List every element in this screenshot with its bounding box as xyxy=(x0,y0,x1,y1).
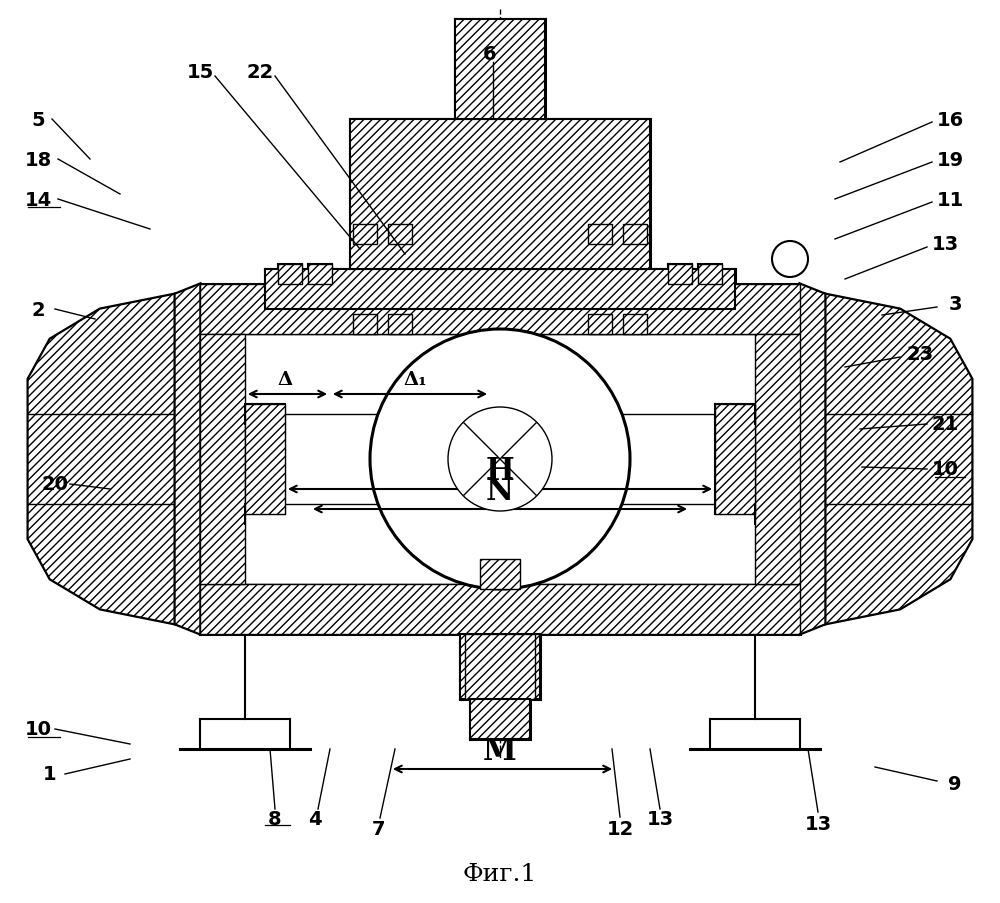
Text: 7: 7 xyxy=(371,820,385,839)
Polygon shape xyxy=(388,225,412,245)
Polygon shape xyxy=(623,225,647,245)
Polygon shape xyxy=(353,225,377,245)
Polygon shape xyxy=(588,314,612,335)
Polygon shape xyxy=(465,634,535,699)
Text: 22: 22 xyxy=(246,62,274,81)
Polygon shape xyxy=(175,284,200,634)
Text: 8: 8 xyxy=(268,810,282,829)
Text: 14: 14 xyxy=(24,191,52,209)
Polygon shape xyxy=(460,634,540,699)
Polygon shape xyxy=(388,314,412,335)
Text: 13: 13 xyxy=(646,810,674,829)
Text: Δ: Δ xyxy=(277,370,293,388)
Polygon shape xyxy=(698,265,722,284)
Polygon shape xyxy=(668,265,692,284)
Text: N: N xyxy=(486,476,514,507)
Text: 10: 10 xyxy=(932,460,958,479)
Polygon shape xyxy=(200,284,800,335)
Polygon shape xyxy=(28,294,175,624)
Text: 10: 10 xyxy=(25,720,52,739)
Polygon shape xyxy=(308,265,332,284)
Text: 18: 18 xyxy=(24,150,52,170)
Polygon shape xyxy=(353,314,377,335)
Text: 9: 9 xyxy=(948,775,962,794)
Polygon shape xyxy=(455,20,545,120)
Text: 4: 4 xyxy=(308,810,322,829)
Polygon shape xyxy=(175,284,200,634)
Polygon shape xyxy=(470,699,530,740)
Text: 6: 6 xyxy=(483,45,497,64)
Polygon shape xyxy=(825,294,972,624)
Polygon shape xyxy=(278,265,302,284)
Polygon shape xyxy=(800,284,825,634)
Polygon shape xyxy=(623,314,647,335)
Polygon shape xyxy=(480,559,520,590)
Polygon shape xyxy=(245,405,285,515)
Polygon shape xyxy=(755,335,800,584)
Polygon shape xyxy=(265,270,735,310)
Polygon shape xyxy=(350,120,650,270)
Text: 12: 12 xyxy=(606,820,634,839)
Text: 20: 20 xyxy=(42,475,69,494)
Text: 23: 23 xyxy=(906,345,934,364)
Polygon shape xyxy=(800,284,825,634)
Text: 16: 16 xyxy=(936,110,964,129)
Text: 3: 3 xyxy=(948,295,962,314)
Polygon shape xyxy=(200,584,800,634)
Text: 15: 15 xyxy=(186,62,214,81)
Circle shape xyxy=(448,407,552,511)
Text: 11: 11 xyxy=(936,191,964,209)
Text: 13: 13 xyxy=(931,236,959,255)
Text: 5: 5 xyxy=(31,110,45,129)
Text: M: M xyxy=(483,736,517,767)
Text: Δ₁: Δ₁ xyxy=(403,370,427,388)
Polygon shape xyxy=(715,405,755,515)
Circle shape xyxy=(370,330,630,590)
Text: 13: 13 xyxy=(804,815,832,833)
Polygon shape xyxy=(200,335,245,584)
Circle shape xyxy=(772,242,808,278)
Text: 1: 1 xyxy=(43,765,57,784)
Text: 19: 19 xyxy=(936,150,964,170)
Text: 21: 21 xyxy=(931,415,959,434)
Polygon shape xyxy=(588,225,612,245)
Polygon shape xyxy=(28,294,175,624)
Text: 2: 2 xyxy=(31,300,45,319)
Polygon shape xyxy=(825,294,972,624)
Text: Фиг.1: Фиг.1 xyxy=(463,862,537,886)
Text: H: H xyxy=(486,456,514,487)
